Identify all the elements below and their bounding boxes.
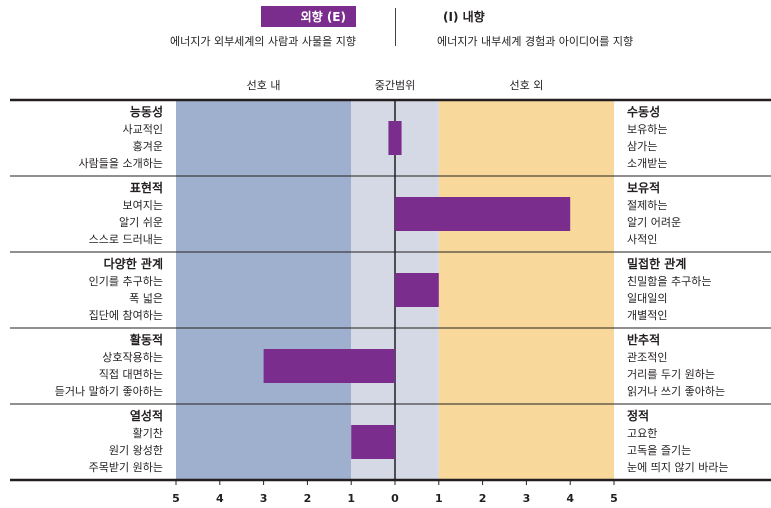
tick-label: 3 xyxy=(523,492,531,505)
right-facet-descriptor: 거리를 두기 원하는 xyxy=(627,368,715,381)
right-facet-title: 반추적 xyxy=(627,333,661,347)
left-facet-descriptor: 사람들을 소개하는 xyxy=(78,157,163,170)
extraversion-description: 에너지가 외부세계의 사람과 사물을 지향 xyxy=(169,35,356,48)
introversion-header: (I) 내향 에너지가 내부세계 경험과 아이디어를 지향 xyxy=(437,6,633,49)
left-facet-descriptor: 활기찬 xyxy=(132,427,163,440)
left-facet-descriptor: 주목받기 원하는 xyxy=(88,461,163,474)
tick-label: 4 xyxy=(566,492,574,505)
tick-label: 3 xyxy=(260,492,268,505)
tick-label: 5 xyxy=(610,492,618,505)
right-facet-descriptor: 절제하는 xyxy=(627,199,668,212)
right-facet-descriptor: 친밀함을 추구하는 xyxy=(627,275,712,288)
right-facet-descriptor: 고독을 즐기는 xyxy=(627,444,692,457)
left-facet-descriptor: 원기 왕성한 xyxy=(108,444,163,457)
left-facet-title: 능동성 xyxy=(129,105,163,119)
bar xyxy=(351,425,395,459)
right-facet-descriptor: 알기 어려운 xyxy=(627,216,682,229)
tick-label: 5 xyxy=(172,492,180,505)
left-facet-title: 열성적 xyxy=(129,409,163,423)
left-facet-descriptor: 집단에 참여하는 xyxy=(88,309,163,322)
right-facet-title: 수동성 xyxy=(627,105,661,119)
bar xyxy=(395,273,439,307)
left-facet-title: 다양한 관계 xyxy=(103,257,163,271)
left-facet-descriptor: 인기를 추구하는 xyxy=(88,275,163,288)
right-facet-descriptor: 읽거나 쓰기 좋아하는 xyxy=(627,385,726,398)
right-facet-descriptor: 사적인 xyxy=(627,233,658,246)
right-facet-title: 보유적 xyxy=(627,181,661,195)
left-facet-descriptor: 사교적인 xyxy=(122,123,163,136)
tick-label: 1 xyxy=(347,492,355,505)
right-facet-descriptor: 관조적인 xyxy=(627,351,668,364)
left-facet-descriptor: 알기 쉬운 xyxy=(119,216,163,229)
right-facet-descriptor: 소개받는 xyxy=(627,157,668,170)
left-facet-descriptor: 보여지는 xyxy=(122,199,163,212)
preferred-out-zone xyxy=(438,100,614,480)
introversion-title: (I) 내향 xyxy=(443,10,485,24)
left-facet-descriptor: 상호작용하는 xyxy=(102,351,163,364)
tick-label: 2 xyxy=(304,492,312,505)
bar xyxy=(395,197,571,231)
tick-label: 4 xyxy=(216,492,224,505)
bar xyxy=(263,349,395,383)
tick-label: 1 xyxy=(435,492,443,505)
tick-label: 2 xyxy=(479,492,487,505)
header-divider xyxy=(395,8,396,46)
left-facet-descriptor: 듣거나 말하기 좋아하는 xyxy=(54,385,163,398)
tick-label: 0 xyxy=(391,492,399,505)
left-facet-descriptor: 폭 넓은 xyxy=(129,292,163,305)
right-facet-descriptor: 삼가는 xyxy=(627,140,658,153)
left-facet-descriptor: 직접 대면하는 xyxy=(98,368,163,381)
preferred-in-zone xyxy=(176,100,352,480)
bar xyxy=(388,121,402,155)
left-facet-descriptor: 스스로 드러내는 xyxy=(88,233,163,246)
extraversion-header: 외향 (E) 에너지가 외부세계의 사람과 사물을 지향 xyxy=(140,6,356,49)
zone-label: 중간범위 xyxy=(375,79,415,92)
right-facet-descriptor: 개별적인 xyxy=(627,309,668,322)
introversion-description: 에너지가 내부세계 경험과 아이디어를 지향 xyxy=(437,35,634,48)
extraversion-badge: 외향 (E) xyxy=(260,6,356,27)
right-facet-title: 정적 xyxy=(627,409,650,423)
left-facet-title: 표현적 xyxy=(129,181,163,195)
right-facet-descriptor: 눈에 띄지 않기 바라는 xyxy=(627,461,729,474)
left-facet-descriptor: 홍겨운 xyxy=(132,140,163,153)
left-facet-title: 활동적 xyxy=(129,333,163,347)
right-facet-descriptor: 보유하는 xyxy=(627,123,668,136)
zone-label: 선호 내 xyxy=(247,79,281,92)
right-facet-descriptor: 일대일의 xyxy=(627,292,668,305)
zone-label: 선호 외 xyxy=(509,79,543,92)
right-facet-descriptor: 고요한 xyxy=(627,427,658,440)
right-facet-title: 밀접한 관계 xyxy=(627,257,687,271)
